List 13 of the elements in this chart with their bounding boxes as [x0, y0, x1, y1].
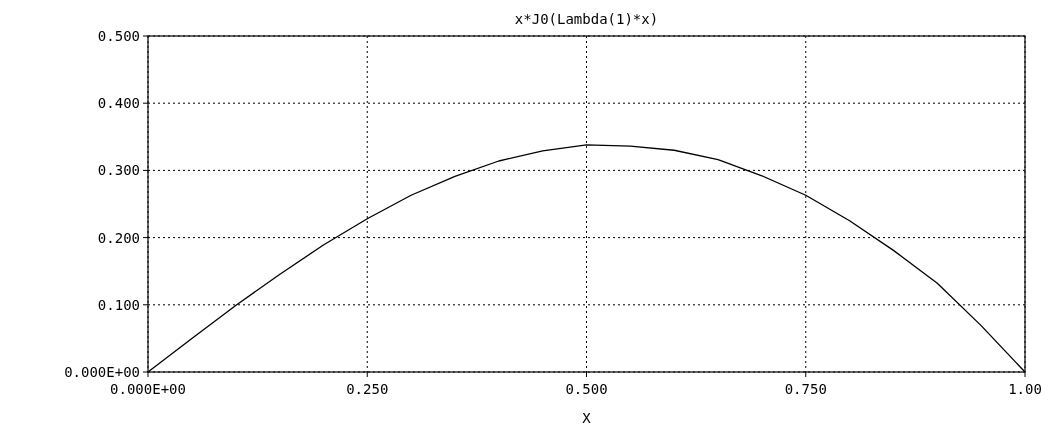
x-tick-label: 0.250 [346, 381, 389, 397]
x-tick-label: 0.750 [784, 381, 827, 397]
y-tick-label: 0.400 [97, 95, 140, 112]
x-tick-label: 0.000E+00 [110, 381, 186, 397]
y-tick-label: 0.200 [97, 229, 140, 246]
y-tick-label: 0.000E+00 [64, 363, 140, 380]
y-tick-label: 0.500 [97, 27, 140, 44]
x-tick-label: 0.500 [565, 381, 608, 397]
y-tick-label: 0.300 [97, 162, 140, 179]
x-axis-title: X [582, 410, 592, 426]
x-tick-label: 1.00 [1008, 381, 1042, 397]
chart-title: x*J0(Lambda(1)*x) [514, 11, 659, 27]
y-tick-label: 0.100 [97, 296, 140, 313]
